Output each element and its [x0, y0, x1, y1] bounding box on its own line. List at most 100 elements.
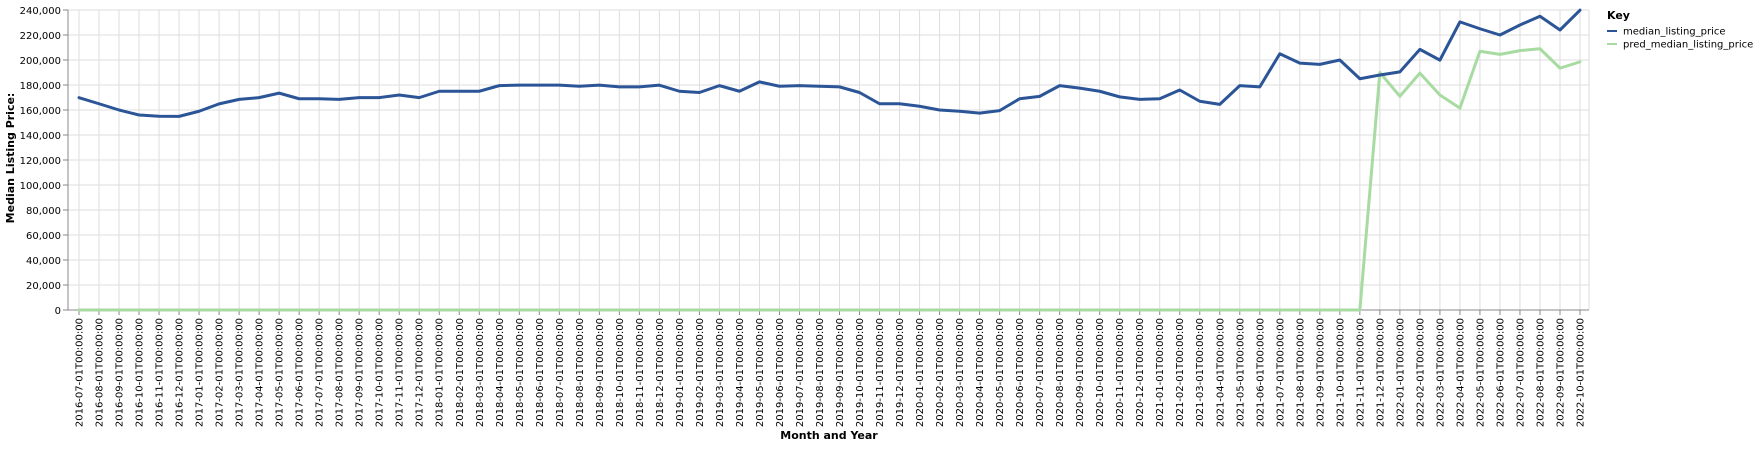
y-tick-label: 180,000 [20, 81, 61, 92]
y-tick-label: 200,000 [20, 56, 61, 67]
x-axis-title: Month and Year [780, 429, 878, 442]
legend: Key median_listing_price pred_median_list… [1607, 9, 1753, 51]
x-tick-label: 2018-10-01T00:00:00 [615, 318, 626, 427]
legend-items: median_listing_price pred_median_listing_… [1607, 27, 1753, 51]
x-tick-label: 2019-11-01T00:00:00 [875, 318, 886, 427]
x-tick-label: 2018-03-01T00:00:00 [475, 318, 486, 427]
y-tick-label: 120,000 [20, 156, 61, 167]
x-tick-label: 2017-03-01T00:00:00 [235, 318, 246, 427]
x-tick-label: 2022-08-01T00:00:00 [1535, 318, 1546, 427]
series-lines [77, 8, 1582, 312]
x-tick-label: 2021-03-01T00:00:00 [1195, 318, 1206, 427]
x-tick-label: 2017-10-01T00:00:00 [375, 318, 386, 427]
x-tick-label: 2017-04-01T00:00:00 [255, 318, 266, 427]
x-tick-label: 2017-09-01T00:00:00 [355, 318, 366, 427]
x-tick-label: 2019-10-01T00:00:00 [855, 318, 866, 427]
x-tick-label: 2018-02-01T00:00:00 [455, 318, 466, 427]
x-tick-label: 2017-11-01T00:00:00 [395, 318, 406, 427]
x-tick-label: 2022-05-01T00:00:00 [1475, 318, 1486, 427]
x-tick-label: 2021-09-01T00:00:00 [1315, 318, 1326, 427]
x-tick-label: 2022-09-01T00:00:00 [1555, 318, 1566, 427]
y-tick-label: 240,000 [20, 6, 61, 17]
x-tick-label: 2018-12-01T00:00:00 [655, 318, 666, 427]
x-tick-label: 2020-09-01T00:00:00 [1075, 318, 1086, 427]
series-line-pred-median-listing-price [77, 47, 1582, 312]
legend-title: Key [1607, 9, 1630, 22]
x-tick-label: 2020-04-01T00:00:00 [975, 318, 986, 427]
x-tick-label: 2020-03-01T00:00:00 [955, 318, 966, 427]
x-tick-label: 2016-09-01T00:00:00 [115, 318, 126, 427]
x-tick-label: 2022-04-01T00:00:00 [1455, 318, 1466, 427]
x-tick-label: 2017-02-01T00:00:00 [215, 318, 226, 427]
x-tick-label: 2021-10-01T00:00:00 [1335, 318, 1346, 427]
legend-label: pred_median_listing_price [1623, 40, 1753, 51]
x-tick-label: 2022-07-01T00:00:00 [1515, 318, 1526, 427]
x-tick-label: 2021-12-01T00:00:00 [1375, 318, 1386, 427]
x-tick-label: 2019-01-01T00:00:00 [675, 318, 686, 427]
legend-label: median_listing_price [1623, 27, 1726, 38]
y-tick-label: 100,000 [20, 181, 61, 192]
x-tick-label: 2020-08-01T00:00:00 [1055, 318, 1066, 427]
x-tick-label: 2021-04-01T00:00:00 [1215, 318, 1226, 427]
x-tick-label: 2017-07-01T00:00:00 [315, 318, 326, 427]
y-tick-label: 60,000 [26, 231, 61, 242]
x-tick-label: 2020-07-01T00:00:00 [1035, 318, 1046, 427]
axes: 0 20,000 40,000 60,000 80,000 100,000 120,000 1… [20, 6, 1589, 427]
x-tick-label: 2017-08-01T00:00:00 [335, 318, 346, 427]
x-tick-label: 2019-09-01T00:00:00 [835, 318, 846, 427]
x-tick-label: 2018-09-01T00:00:00 [595, 318, 606, 427]
x-tick-label: 2017-05-01T00:00:00 [275, 318, 286, 427]
x-tick-label: 2020-12-01T00:00:00 [1135, 318, 1146, 427]
x-tick-label: 2022-02-01T00:00:00 [1415, 318, 1426, 427]
x-tick-label: 2017-12-01T00:00:00 [415, 318, 426, 427]
x-tick-label: 2019-04-01T00:00:00 [735, 318, 746, 427]
x-tick-label: 2021-01-01T00:00:00 [1155, 318, 1166, 427]
x-tick-label: 2020-10-01T00:00:00 [1095, 318, 1106, 427]
x-tick-label: 2018-08-01T00:00:00 [575, 318, 586, 427]
x-tick-label: 2017-01-01T00:00:00 [195, 318, 206, 427]
x-tick-label: 2016-12-01T00:00:00 [175, 318, 186, 427]
x-tick-label: 2018-07-01T00:00:00 [555, 318, 566, 427]
x-tick-label: 2021-06-01T00:00:00 [1255, 318, 1266, 427]
x-tick-label: 2016-11-01T00:00:00 [155, 318, 166, 427]
x-tick-label: 2018-01-01T00:00:00 [435, 318, 446, 427]
x-tick-label: 2020-02-01T00:00:00 [935, 318, 946, 427]
y-tick-label: 0 [55, 306, 61, 317]
x-tick-label: 2016-07-01T00:00:00 [75, 318, 86, 427]
x-tick-label: 2021-05-01T00:00:00 [1235, 318, 1246, 427]
x-tick-label: 2016-10-01T00:00:00 [135, 318, 146, 427]
x-tick-label: 2016-08-01T00:00:00 [95, 318, 106, 427]
y-tick-label: 80,000 [26, 206, 61, 217]
x-tick-label: 2022-03-01T00:00:00 [1435, 318, 1446, 427]
x-tick-label: 2021-08-01T00:00:00 [1295, 318, 1306, 427]
x-tick-label: 2022-06-01T00:00:00 [1495, 318, 1506, 427]
x-tick-label: 2019-12-01T00:00:00 [895, 318, 906, 427]
x-tick-label: 2020-05-01T00:00:00 [995, 318, 1006, 427]
x-tick-label: 2020-06-01T00:00:00 [1015, 318, 1026, 427]
x-tick-label: 2018-04-01T00:00:00 [495, 318, 506, 427]
y-tick-label: 220,000 [20, 31, 61, 42]
x-tick-label: 2019-07-01T00:00:00 [795, 318, 806, 427]
y-axis-title: Median Listing Price: [4, 93, 17, 224]
x-tick-label: 2018-11-01T00:00:00 [635, 318, 646, 427]
x-tick-label: 2021-07-01T00:00:00 [1275, 318, 1286, 427]
x-tick-label: 2020-11-01T00:00:00 [1115, 318, 1126, 427]
x-tick-label: 2019-05-01T00:00:00 [755, 318, 766, 427]
x-tick-label: 2018-05-01T00:00:00 [515, 318, 526, 427]
x-tick-label: 2019-02-01T00:00:00 [695, 318, 706, 427]
x-tick-label: 2019-08-01T00:00:00 [815, 318, 826, 427]
x-tick-label: 2017-06-01T00:00:00 [295, 318, 306, 427]
x-tick-label: 2021-11-01T00:00:00 [1355, 318, 1366, 427]
x-tick-label: 2019-06-01T00:00:00 [775, 318, 786, 427]
y-tick-label: 20,000 [26, 281, 61, 292]
series-line-median-listing-price [77, 8, 1582, 118]
y-tick-label: 160,000 [20, 106, 61, 117]
y-tick-label: 140,000 [20, 131, 61, 142]
y-tick-label: 40,000 [26, 256, 61, 267]
x-tick-label: 2022-01-01T00:00:00 [1395, 318, 1406, 427]
x-tick-label: 2020-01-01T00:00:00 [915, 318, 926, 427]
x-tick-label: 2021-02-01T00:00:00 [1175, 318, 1186, 427]
x-tick-label: 2022-10-01T00:00:00 [1576, 318, 1587, 427]
